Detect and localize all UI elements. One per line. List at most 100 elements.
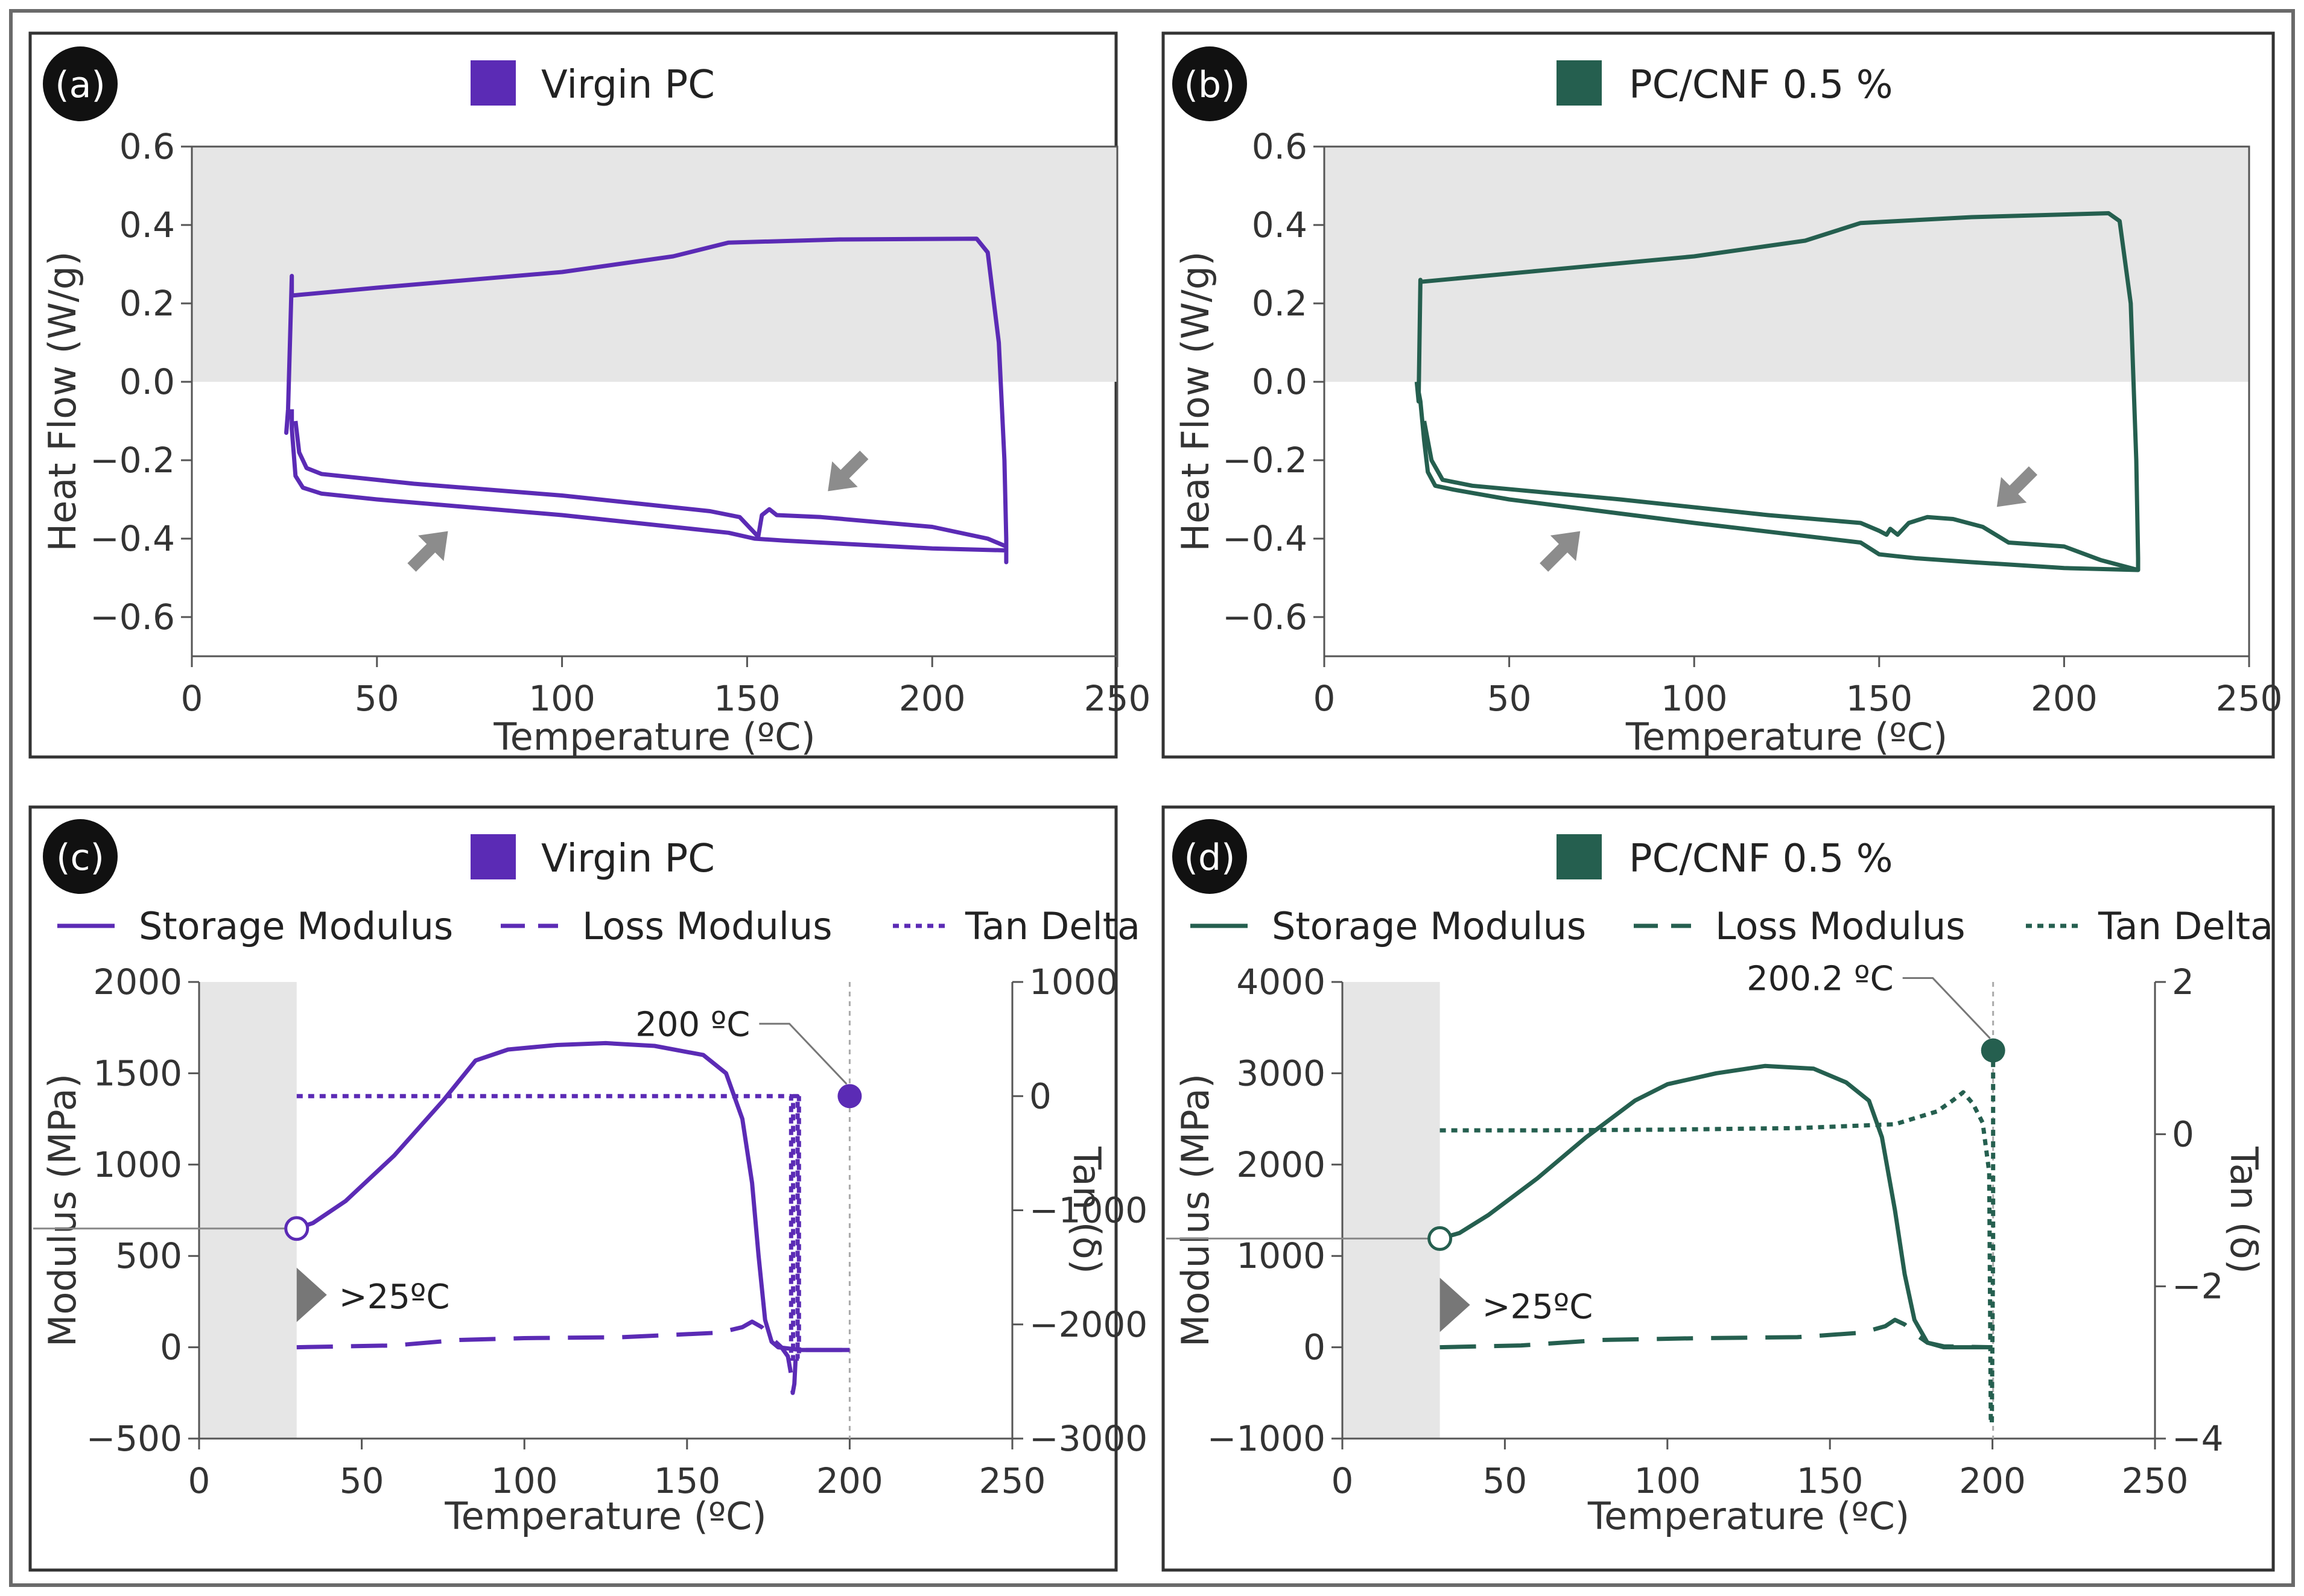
x-tick-label: 0: [1313, 678, 1336, 719]
peak-leader: [1902, 977, 1991, 1039]
panel-border: [28, 805, 1118, 1572]
panel-c: (c) Virgin PC0 50 100 150 200 250−500050010001…: [28, 805, 1147, 1572]
x-axis-label: Temperature (ºC): [444, 1494, 766, 1538]
x-tick-label: 150: [1797, 1460, 1864, 1501]
x-tick-label: 150: [653, 1460, 720, 1501]
triangle-marker: [296, 1267, 327, 1322]
plot-frame: [198, 982, 1014, 1440]
x-axis-label: Temperature (ºC): [1625, 715, 1947, 759]
y-tick-label: 3000: [1236, 1053, 1325, 1094]
y2-axis-label: Tan (δ): [2222, 1146, 2266, 1274]
arrow-shape: [828, 451, 869, 492]
plot-frame: [1341, 982, 2156, 1440]
x-tick-label: 50: [340, 1460, 384, 1501]
x-tick-label: 200: [899, 678, 966, 719]
series-tan-delta: [1439, 1050, 1996, 1426]
legend-swatch: [1557, 834, 1602, 879]
legend-swatch: [471, 60, 516, 106]
y2-tick-label: −2000: [1029, 1304, 1147, 1345]
y-tick-label: 0.6: [1252, 126, 1307, 167]
x-tick-label: 200: [1959, 1460, 2026, 1501]
panel-label: (b): [1184, 64, 1236, 106]
panel-badge: [43, 46, 118, 121]
x-tick-label: 200: [2031, 678, 2098, 719]
panel-badge: [1172, 819, 1247, 894]
y-axis-label: Modulus (MPa): [40, 1074, 84, 1347]
legend-label: Virgin PC: [541, 837, 715, 881]
panel-b: (b) PC/CNF 0.5 % 0 50 100 150 200 250 −0.6 −0.4 −0…: [1161, 31, 2283, 759]
legend-label: PC/CNF 0.5 %: [1629, 63, 1893, 107]
y-tick-label: 1000: [93, 1144, 182, 1185]
x-tick-label: 200: [816, 1460, 883, 1501]
peak-marker: [837, 1084, 862, 1109]
y-tick-label: 1500: [93, 1053, 182, 1094]
y-axis-label: Heat Flow (W/g): [40, 252, 84, 552]
y2-tick-label: −4: [2172, 1418, 2224, 1459]
panel-badge: [1172, 46, 1247, 121]
x-tick-label: 100: [1634, 1460, 1701, 1501]
start-label: >25ºC: [1482, 1287, 1593, 1326]
y-tick-label: 0.4: [119, 204, 175, 245]
series-loss-modulus: [296, 1319, 850, 1395]
curve-loop: [284, 236, 1009, 565]
y-tick-label: 0.2: [119, 283, 175, 324]
panel-border: [28, 31, 1118, 759]
panel-border: [1161, 805, 2275, 1572]
x-tick-label: 100: [491, 1460, 558, 1501]
peak-label: 200 ºC: [635, 1005, 750, 1044]
y-tick-label: −0.6: [90, 597, 175, 638]
series-legend-label: Tan Delta: [2098, 904, 2273, 948]
start-label: >25ºC: [339, 1278, 450, 1317]
series-tan-delta: [296, 1094, 801, 1361]
x-tick-label: 50: [355, 678, 399, 719]
x-tick-label: 50: [1482, 1460, 1527, 1501]
curve-inner: [1422, 420, 2139, 572]
panel-label: (a): [55, 64, 106, 106]
y2-tick-label: 1000: [1029, 961, 1119, 1002]
x-tick-label: 250: [2216, 678, 2283, 719]
y-tick-label: −0.4: [1222, 518, 1307, 559]
panel-d: (d) PC/CNF 0.5 %0 50 100 150 200 250−100001000…: [1161, 805, 2275, 1572]
triangle-marker: [1439, 1278, 1470, 1332]
y-tick-label: 2000: [1236, 1144, 1325, 1185]
peak-marker: [1981, 1038, 2005, 1063]
y2-tick-label: −1000: [1029, 1190, 1147, 1231]
plot-frame: [1323, 145, 2250, 657]
x-tick-label: 50: [1487, 678, 1532, 719]
y-tick-label: 500: [115, 1235, 182, 1276]
panel-badge: [43, 819, 118, 894]
series-legend-label: Loss Modulus: [1715, 904, 1966, 948]
panel-border: [1161, 31, 2275, 759]
y-axis-label: Modulus (MPa): [1173, 1074, 1217, 1347]
series-storage-modulus: [1439, 1063, 1993, 1350]
arrow-shape: [1996, 466, 2038, 507]
x-axis-label: Temperature (ºC): [493, 715, 815, 759]
y-tick-label: −0.4: [90, 518, 175, 559]
series-legend-label: Tan Delta: [965, 904, 1140, 948]
x-tick-label: 150: [1845, 678, 1912, 719]
x-axis-label: Temperature (ºC): [1587, 1494, 1909, 1538]
x-tick-label: 250: [979, 1460, 1046, 1501]
shaded-region: [192, 147, 1117, 382]
curve-inner: [293, 420, 1008, 549]
panel-label: (c): [56, 837, 104, 879]
annotation-arrow: [1996, 466, 2038, 507]
plot-frame: [191, 145, 1119, 657]
y-tick-label: 1000: [1236, 1235, 1325, 1276]
y-tick-label: 4000: [1236, 961, 1325, 1002]
legend-label: PC/CNF 0.5 %: [1629, 837, 1893, 881]
y-tick-label: 0.4: [1252, 204, 1307, 245]
shaded-region: [199, 982, 297, 1439]
start-marker: [1427, 1226, 1453, 1251]
series-legend-label: Loss Modulus: [582, 904, 833, 948]
x-tick-label: 250: [1084, 678, 1151, 719]
annotation-arrow: [407, 531, 448, 572]
y-tick-label: −0.6: [1222, 597, 1307, 638]
shaded-region: [1342, 982, 1440, 1439]
y2-axis-label: Tan (δ): [1065, 1146, 1109, 1274]
y-tick-label: 0.2: [1252, 283, 1307, 324]
y-tick-label: −500: [86, 1418, 182, 1459]
x-tick-label: 100: [1661, 678, 1728, 719]
peak-label: 200.2 ºC: [1747, 960, 1894, 999]
